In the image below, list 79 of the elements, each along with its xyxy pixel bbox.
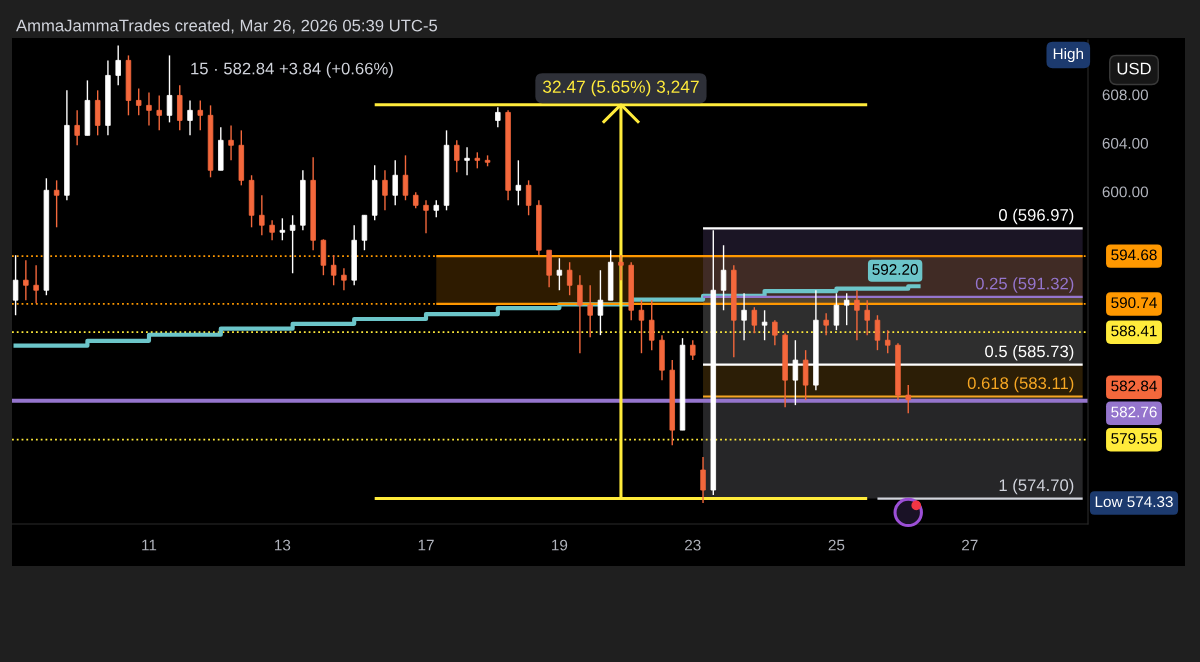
candlestick [135, 87, 142, 117]
y-tick-label: 608.00 [1102, 89, 1149, 101]
candlestick [587, 284, 593, 338]
candlestick [279, 217, 286, 241]
candlestick [618, 254, 624, 281]
candlestick [833, 292, 840, 331]
series-label: 0 (596.97) [999, 208, 1074, 225]
candlestick [772, 319, 778, 346]
x-tick-label: 13 [275, 539, 291, 551]
candlestick [228, 124, 234, 162]
text: 582.84 [1111, 380, 1157, 392]
ref-line-label: 590.74 [1111, 297, 1157, 309]
candlestick [761, 309, 768, 341]
candlestick [23, 259, 29, 301]
candlestick [464, 146, 470, 176]
x-tick-label: 27 [962, 539, 978, 551]
series-label: 0.618 (583.11) [967, 376, 1074, 393]
series-label: 32.47 (5.65%) 3,247 [542, 80, 699, 97]
x-tick-label: 23 [685, 539, 701, 551]
candlestick [638, 299, 645, 354]
x-tick-label: 25 [828, 539, 845, 551]
series-label: 0.5 (585.73) [985, 345, 1074, 361]
ref-line-label: 579.55 [1111, 432, 1157, 444]
data-label: 592.20 [872, 264, 918, 275]
ref-line-label: 582.76 [1111, 406, 1157, 418]
series-label: 1 (574.70) [999, 478, 1074, 495]
candlestick [166, 54, 173, 124]
candlestick [392, 159, 398, 207]
candlestick [187, 99, 193, 137]
y-tick-label: 600.00 [1102, 186, 1149, 198]
candlestick [115, 44, 121, 87]
candlestick [146, 91, 152, 127]
candlestick [74, 109, 80, 146]
candlestick [382, 169, 388, 212]
text: 15 · 582.84 +3.84 (+0.66%) [191, 62, 393, 78]
candlestick [720, 244, 727, 311]
candlestick [525, 179, 532, 216]
candlestick [454, 139, 460, 174]
candlestick [854, 289, 860, 341]
candlestick [495, 106, 501, 129]
x-tick-label: 11 [142, 539, 157, 551]
x-tick-label: 19 [552, 539, 568, 551]
candlestick [577, 274, 583, 354]
candlestick [741, 292, 747, 341]
ref-line-label: 588.41 [1111, 325, 1157, 337]
candlestick [269, 219, 275, 241]
candlestick [649, 299, 655, 351]
candlestick [402, 154, 409, 201]
y-tick-label: 604.00 [1102, 137, 1149, 149]
candlestick [197, 99, 204, 132]
x-tick-label: 17 [418, 539, 434, 551]
candlestick [864, 299, 870, 336]
candlestick [597, 269, 604, 336]
candlestick [289, 214, 296, 274]
candlestick [905, 384, 911, 414]
series-label: 0.25 (591.32) [975, 277, 1074, 293]
candlestick [330, 254, 337, 286]
candlestick [423, 199, 429, 234]
candlestick [156, 94, 162, 132]
annotation: High [1053, 47, 1084, 63]
candlestick [751, 306, 758, 334]
candlestick [843, 292, 850, 326]
text: USD [1117, 62, 1151, 75]
candlestick [53, 179, 60, 228]
text: AmmaJammaTrades created, Mar 26, 2026 05:39 UTC-5 [16, 19, 438, 34]
candlestick [556, 257, 563, 291]
candlestick [33, 264, 39, 304]
candlestick [12, 254, 19, 316]
candlestick [700, 456, 706, 504]
text: Low 574.33 [1095, 496, 1173, 508]
candlestick [874, 314, 881, 351]
candlestick [515, 159, 522, 207]
candlestick [566, 261, 573, 296]
candlestick [690, 339, 696, 361]
candlestick [259, 194, 265, 236]
ref-line-label: 594.68 [1111, 249, 1157, 261]
candlestick [884, 329, 891, 354]
candlestick [341, 267, 347, 291]
candlestick [823, 312, 829, 336]
